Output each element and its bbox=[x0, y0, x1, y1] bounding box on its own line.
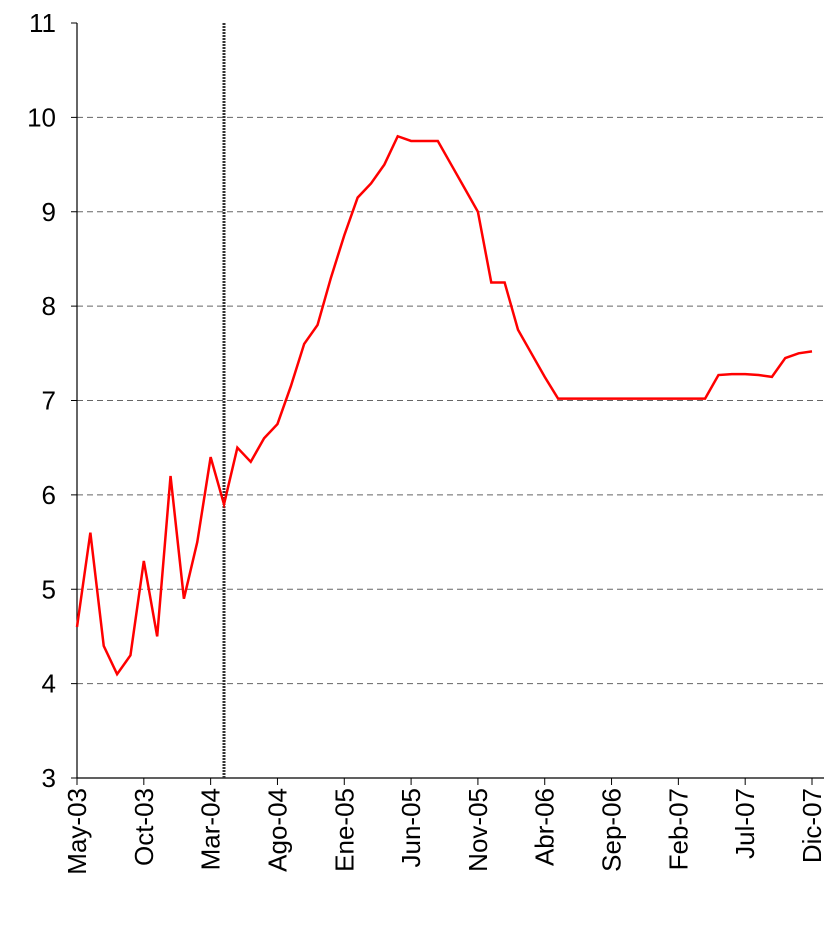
y-tick-label: 5 bbox=[42, 574, 56, 604]
y-tick-label: 7 bbox=[42, 386, 56, 416]
x-tick-label: Nov-05 bbox=[463, 788, 493, 872]
y-tick-label: 8 bbox=[42, 291, 56, 321]
y-tick-label: 10 bbox=[27, 102, 56, 132]
line bbox=[75, 134, 813, 677]
x-tick-label: May-03 bbox=[62, 788, 92, 875]
y-tick-label: 3 bbox=[42, 763, 56, 793]
x-tick-label: Sep-06 bbox=[597, 788, 627, 872]
x-tick-label: Feb-07 bbox=[663, 788, 693, 870]
x-tick-label: Jul-07 bbox=[730, 788, 760, 859]
y-tick-label: 11 bbox=[29, 8, 56, 38]
y-tick-label: 9 bbox=[42, 197, 56, 227]
x-tick-label: Ago-04 bbox=[262, 788, 292, 872]
x-tick-label: Dic-07 bbox=[797, 788, 824, 863]
y-tick-label: 4 bbox=[42, 669, 56, 699]
x-tick-label: Abr-06 bbox=[530, 788, 560, 866]
x-tick-label: Jun-05 bbox=[396, 788, 426, 868]
y-tick-label: 6 bbox=[42, 480, 56, 510]
x-tick-label: Ene-05 bbox=[329, 788, 359, 872]
x-tick-label: Oct-03 bbox=[129, 788, 159, 866]
x-tick-label: Mar-04 bbox=[196, 788, 226, 870]
